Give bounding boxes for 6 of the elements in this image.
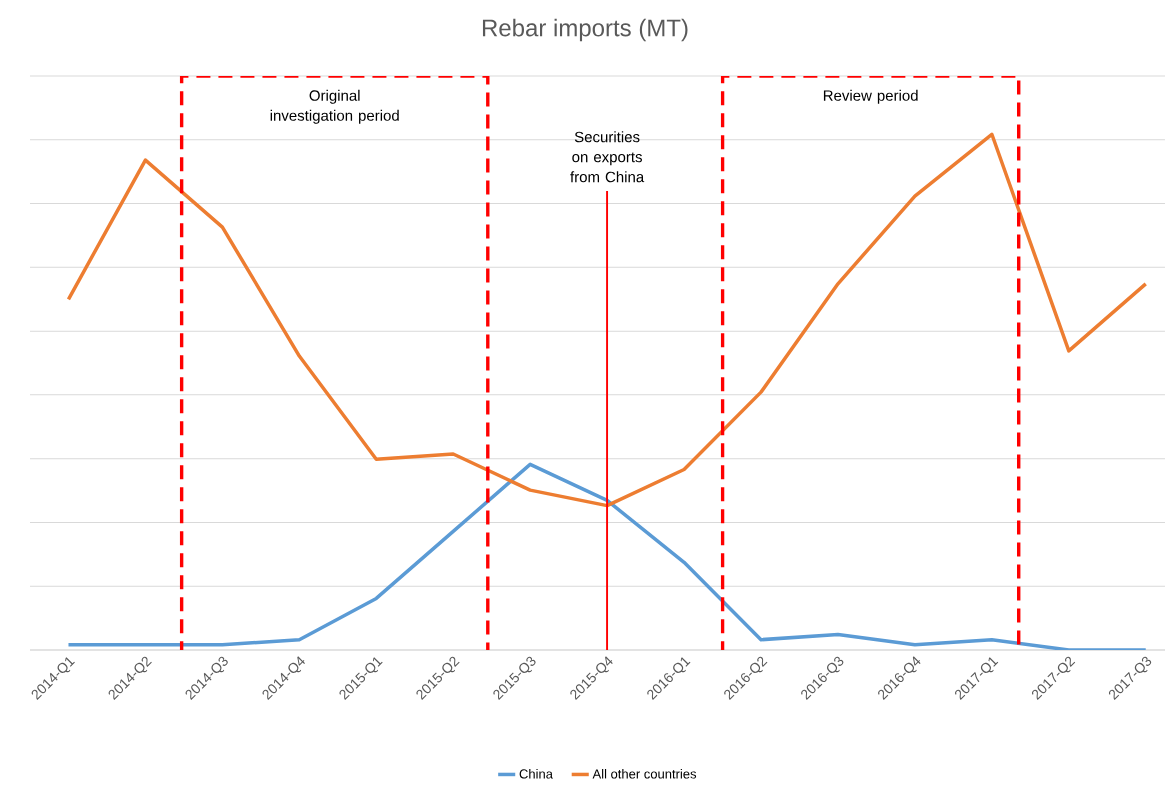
ref-line-label: Securities on exports from China: [570, 131, 645, 183]
text: Review period: [823, 89, 918, 104]
chart-title: Rebar imports (MT): [482, 18, 688, 42]
legend-label: All other countries: [592, 768, 697, 779]
text: Original investigation period: [270, 89, 399, 124]
legend-label: China: [519, 768, 553, 779]
